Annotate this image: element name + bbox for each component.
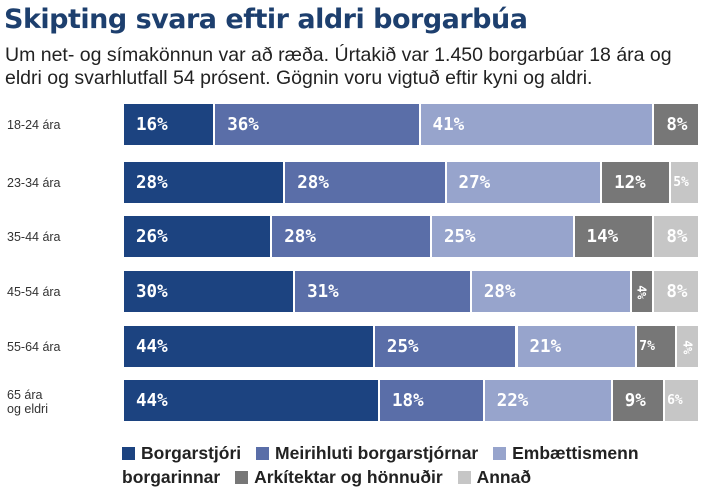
bar-segment-borgarstjori: 44% [124, 380, 380, 421]
row-label-23-34-ara: 23-34 ára [7, 176, 61, 190]
bar-segment-emb-ttismenn-borgarinnar: 41% [420, 104, 655, 145]
bar-segment-anna: 8% [654, 271, 700, 312]
bar-segment-borgarstjori: 26% [124, 216, 273, 257]
bar-segment-arkitektar-og-honnu-ir: 4% [631, 271, 655, 312]
legend-item-anna: Annað [457, 467, 532, 487]
data-label: 28% [136, 172, 168, 193]
bar-segment-emb-ttismenn-borgarinnar: 28% [471, 271, 632, 312]
bar-segment-meirihluti-borgarstjornar: 28% [272, 216, 432, 257]
legend-item-emb-ttismenn-borgarinnar: Embættismenn borgarinnar [122, 443, 639, 487]
data-label: 8% [666, 281, 688, 302]
data-label: 9% [624, 390, 646, 411]
row-label-45-54-ara: 45-54 ára [7, 285, 61, 299]
data-label: 18% [392, 390, 424, 411]
bar-segment-anna: 8% [654, 216, 700, 257]
legend-label: Arkítektar og hönnuðir [254, 467, 443, 487]
bar-segment-borgarstjori: 44% [124, 326, 375, 367]
data-label: 44% [136, 390, 168, 411]
legend-swatch [122, 447, 135, 460]
data-label: 12% [614, 172, 646, 193]
bar-segment-meirihluti-borgarstjornar: 28% [285, 162, 447, 203]
data-label: 25% [443, 226, 476, 247]
bar-segment-meirihluti-borgarstjornar: 18% [380, 380, 485, 421]
bar-segment-meirihluti-borgarstjornar: 36% [215, 104, 421, 145]
data-label: 27% [458, 172, 491, 193]
data-label: 21% [529, 336, 562, 357]
data-label: 25% [386, 336, 419, 357]
data-label: 6% [667, 393, 683, 408]
chart-subtitle: Um net- og símakönnun var að ræða. Úrtak… [5, 44, 672, 89]
data-label: 26% [136, 226, 168, 247]
bar-segment-arkitektar-og-honnu-ir: 14% [574, 216, 655, 257]
bar-segment-meirihluti-borgarstjornar: 25% [374, 326, 518, 367]
data-label: 44% [136, 336, 168, 357]
legend-item-arkitektar-og-honnu-ir: Arkítektar og hönnuðir [235, 467, 443, 487]
data-label: 36% [227, 114, 259, 135]
chart-title: Skipting svara eftir aldri borgarbúa [4, 4, 528, 35]
bar-segment-arkitektar-og-honnu-ir: 8% [654, 104, 700, 145]
bar-row-23-34-ara: 28% 28% 27% 12% 5% [124, 162, 700, 203]
data-label: 4% [634, 284, 649, 299]
bar-segment-emb-ttismenn-borgarinnar: 21% [517, 326, 638, 367]
data-label: 28% [284, 226, 316, 247]
data-label: 28% [483, 281, 516, 302]
data-label: 7% [639, 339, 655, 354]
legend-swatch [457, 471, 471, 484]
bar-segment-anna: 4% [677, 326, 700, 367]
bar-segment-borgarstjori: 30% [124, 271, 296, 312]
data-label: 14% [586, 226, 619, 247]
bar-segment-anna: 5% [671, 162, 700, 203]
bar-row-35-44-ara: 26% 28% 25% 14% 8% [124, 216, 700, 257]
data-label: 41% [432, 114, 465, 135]
legend-item-meirihluti-borgarstjornar: Meirihluti borgarstjórnar [256, 443, 478, 463]
data-label: 8% [666, 226, 688, 247]
bar-segment-arkitektar-og-honnu-ir: 12% [602, 162, 672, 203]
legend-swatch [493, 447, 507, 460]
bar-segment-emb-ttismenn-borgarinnar: 25% [431, 216, 575, 257]
data-label: 30% [136, 281, 168, 302]
data-label: 16% [136, 114, 168, 135]
bar-segment-anna: 6% [665, 380, 700, 421]
data-label: 8% [666, 114, 688, 135]
legend-item-borgarstjori: Borgarstjóri [122, 443, 241, 463]
bar-segment-borgarstjori: 16% [124, 104, 216, 145]
bar-row-55-64-ara: 44% 25% 21% 7% 4% [124, 326, 700, 367]
legend-label: Annað [476, 467, 532, 487]
bar-segment-emb-ttismenn-borgarinnar: 27% [446, 162, 603, 203]
data-label: 28% [297, 172, 329, 193]
bar-segment-arkitektar-og-honnu-ir: 9% [612, 380, 666, 421]
legend-swatch [256, 447, 270, 460]
bar-segment-borgarstjori: 28% [124, 162, 286, 203]
bar-row-65-ara-og-eldri: 44% 18% 22% 9% 6% [124, 380, 700, 421]
row-label-55-64-ara: 55-64 ára [7, 340, 61, 354]
legend-swatch [235, 471, 249, 484]
bar-segment-emb-ttismenn-borgarinnar: 22% [484, 380, 613, 421]
bar-row-45-54-ara: 30% 31% 28% 4% 8% [124, 271, 700, 312]
row-label-65-ara-og-eldri: 65 ára og eldri [7, 388, 48, 416]
legend-label: Embættismenn borgarinnar [122, 443, 639, 487]
data-label: 5% [673, 175, 689, 190]
legend-label: Borgarstjóri [141, 443, 242, 463]
data-label: 4% [680, 339, 695, 354]
bar-segment-arkitektar-og-honnu-ir: 7% [637, 326, 678, 367]
bar-row-18-24-ara: 16% 36% 41% 8% [124, 104, 700, 145]
row-label-35-44-ara: 35-44 ára [7, 230, 61, 244]
legend-label: Meirihluti borgarstjórnar [275, 443, 479, 463]
bar-segment-meirihluti-borgarstjornar: 31% [295, 271, 472, 312]
row-label-18-24-ara: 18-24 ára [7, 118, 61, 132]
data-label: 22% [496, 390, 529, 411]
chart-legend: Borgarstjóri Meirihluti borgarstjórnar E… [122, 441, 707, 489]
data-label: 31% [307, 281, 339, 302]
